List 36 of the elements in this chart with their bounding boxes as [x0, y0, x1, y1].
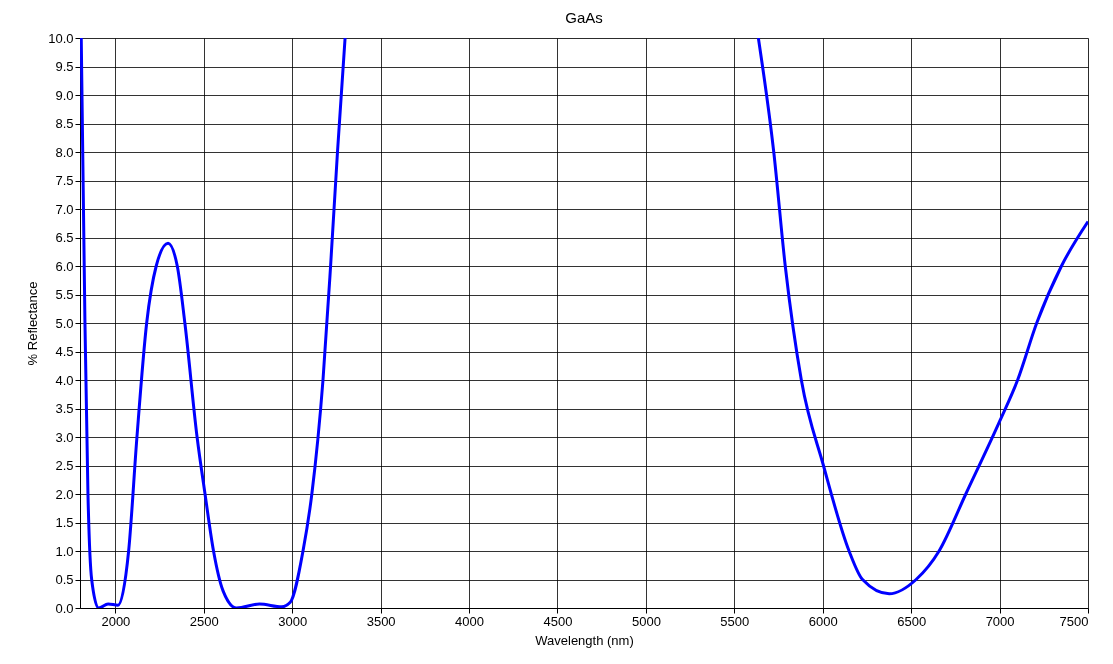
y-tick-label: 1.5 — [55, 515, 74, 530]
x-tick-label: 3000 — [278, 613, 308, 629]
y-tick-label: 9.5 — [55, 59, 74, 74]
y-tick-label: 5.0 — [55, 315, 74, 331]
y-tick-label: 0.0 — [55, 600, 74, 616]
y-tick-label: 3.0 — [55, 429, 74, 445]
y-tick-label: 3.5 — [55, 401, 74, 416]
y-tick-label: 10.0 — [48, 30, 74, 46]
y-tick-label: 7.0 — [55, 201, 74, 217]
y-tick-label: 0.5 — [55, 572, 74, 587]
y-tick-label: 4.0 — [55, 372, 74, 388]
x-tick-label: 4000 — [455, 613, 485, 629]
y-tick-label: 7.5 — [55, 173, 74, 188]
x-tick-label: 6500 — [897, 613, 927, 629]
x-tick-label: 5500 — [720, 613, 750, 629]
x-tick-label: 3500 — [366, 613, 396, 629]
x-tick-label: 2500 — [189, 613, 219, 629]
x-axis-title: Wavelength (nm) — [535, 632, 634, 648]
x-tick-label: 6000 — [808, 613, 838, 629]
y-tick-label: 4.5 — [55, 344, 74, 359]
y-tick-label: 8.0 — [55, 144, 74, 160]
x-tick-label: 5000 — [631, 613, 661, 629]
y-tick-label: 8.5 — [55, 116, 74, 131]
y-axis-title: % Reflectance — [25, 281, 41, 366]
y-tick-label: 5.5 — [55, 287, 74, 302]
y-tick-label: 1.0 — [55, 543, 74, 559]
y-tick-label: 2.5 — [55, 458, 74, 473]
y-tick-label: 6.0 — [55, 258, 74, 274]
x-tick-label: 7500 — [1059, 613, 1089, 629]
y-tick-label: 6.5 — [55, 230, 74, 245]
x-tick-label: 4500 — [543, 613, 573, 629]
x-tick-label: 7000 — [985, 613, 1015, 629]
y-tick-label: 2.0 — [55, 486, 74, 502]
y-tick-label: 9.0 — [55, 87, 74, 103]
chart-title: GaAs — [565, 9, 603, 26]
x-tick-label: 2000 — [101, 613, 131, 629]
